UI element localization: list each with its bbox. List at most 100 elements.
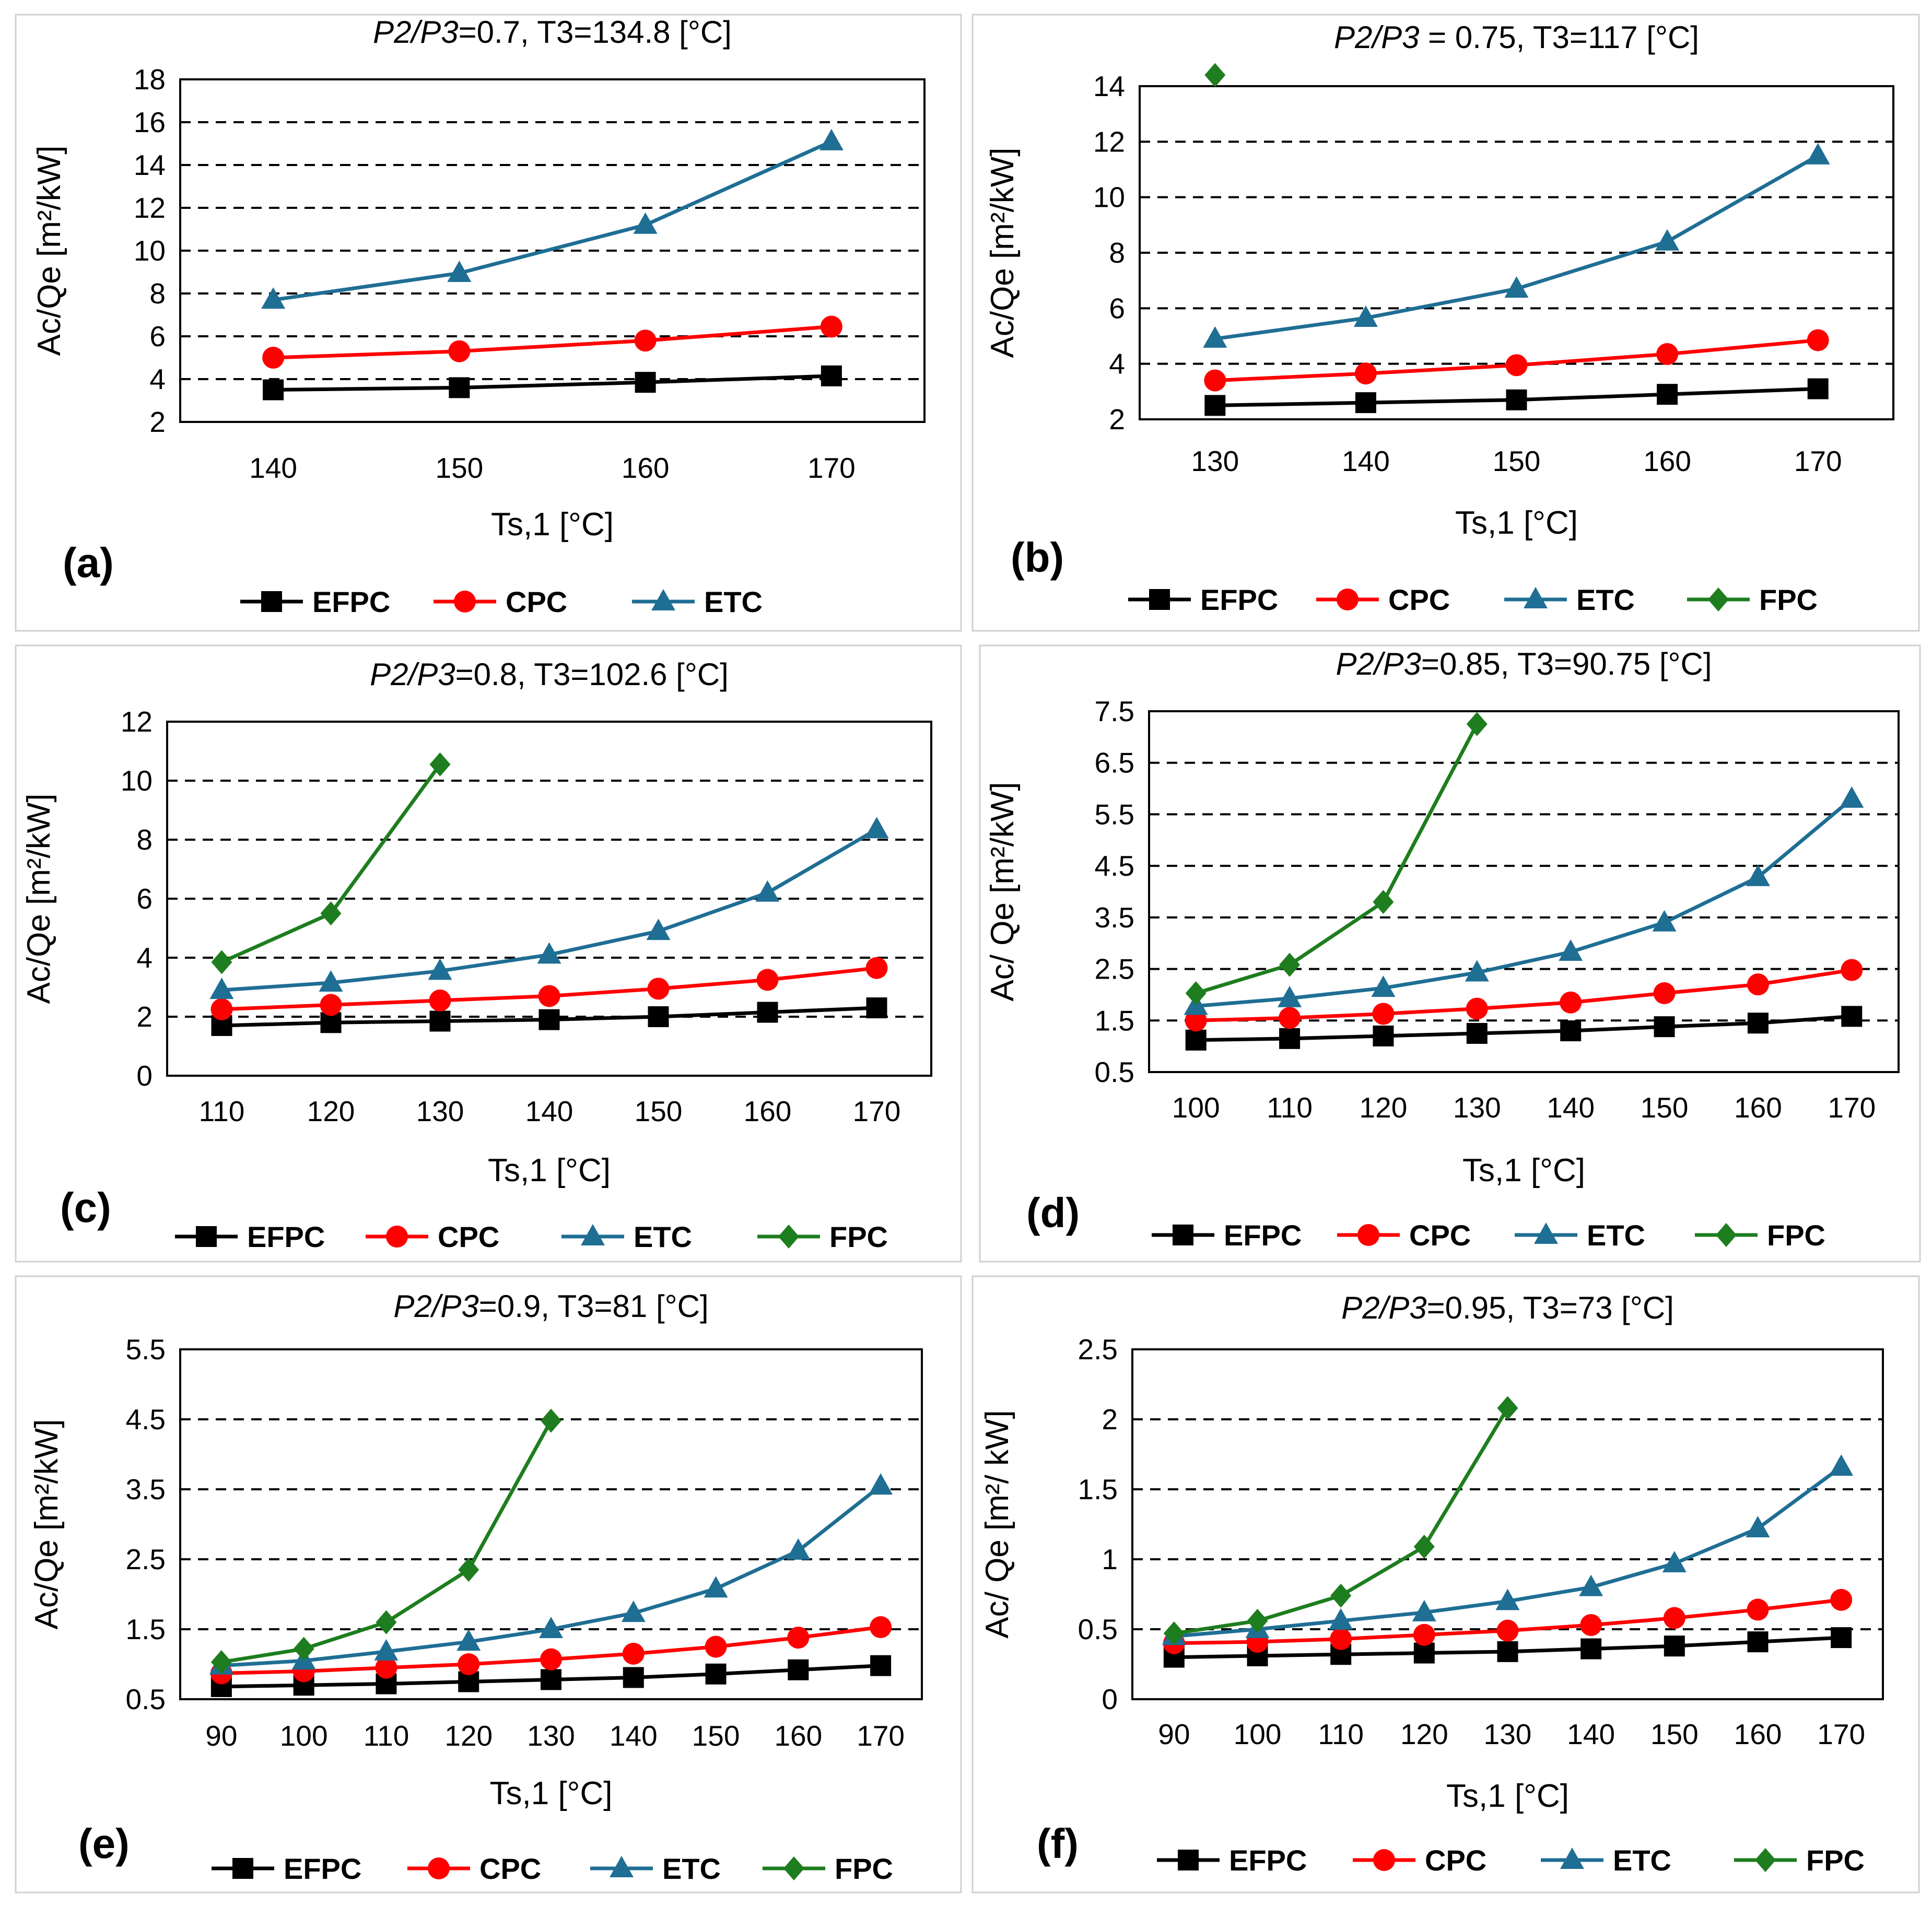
legend-label-fpc: FPC [1806, 1844, 1865, 1877]
legend-item-efpc: EFPC [1157, 1844, 1307, 1877]
legend-item-fpc: FPC [1695, 1219, 1825, 1252]
y-tick-label: 3.5 [1095, 901, 1134, 934]
y-tick-label: 2 [136, 1001, 153, 1033]
data-point-efpc [449, 377, 470, 398]
data-point-fpc [293, 1637, 314, 1661]
legend-item-cpc: CPC [1337, 1219, 1471, 1252]
data-point-etc [1652, 910, 1677, 932]
chart-title: P2/P3=0.85, T3=90.75 [°C] [1336, 646, 1712, 681]
legend-marker-fpc [783, 1856, 804, 1880]
y-tick-label: 4 [136, 942, 153, 974]
chart-title-ratio: P2/P3 [1336, 646, 1421, 681]
legend-item-efpc: EFPC [1152, 1219, 1302, 1252]
y-tick-label: 0.5 [1078, 1613, 1118, 1645]
legend-label-cpc: CPC [438, 1220, 499, 1253]
data-point-cpc [870, 1616, 892, 1638]
chart-title-values: =0.9, T3=81 [°C] [479, 1289, 709, 1324]
panel-label: (a) [63, 539, 114, 586]
legend-marker-efpc [1149, 589, 1170, 610]
x-tick-label: 110 [199, 1095, 245, 1127]
data-point-efpc [1560, 1020, 1582, 1042]
data-point-efpc [1841, 1006, 1863, 1027]
data-point-cpc [1653, 982, 1676, 1004]
data-point-efpc [1373, 1025, 1394, 1046]
legend-item-efpc: EFPC [212, 1852, 361, 1885]
chart-title-values: =0.7, T3=134.8 [°C] [459, 15, 732, 50]
data-point-etc [1465, 960, 1489, 982]
data-point-efpc [866, 997, 887, 1019]
x-tick-label: 110 [364, 1720, 409, 1752]
data-point-etc [1662, 1551, 1687, 1573]
y-tick-label: 10 [1093, 181, 1125, 214]
data-point-etc [786, 1538, 811, 1560]
chart-panel-4: 0.5 1.5 2.5 3.5 4.5 5.5 6.5 7.5 100 110 120 130 140 1… [979, 644, 1921, 1263]
data-point-fpc [1330, 1583, 1352, 1608]
data-point-etc [1495, 1589, 1520, 1610]
legend-item-etc: ETC [561, 1220, 692, 1253]
legend-marker-etc [651, 589, 675, 610]
legend-item-etc: ETC [1504, 583, 1635, 616]
y-tick-label: 18 [134, 63, 166, 96]
x-tick-label: 170 [1828, 1091, 1876, 1124]
y-tick-label: 5.5 [126, 1333, 166, 1366]
data-point-cpc [1413, 1623, 1435, 1646]
data-point-efpc [635, 372, 656, 393]
legend-label-fpc: FPC [829, 1220, 888, 1253]
data-point-etc [1559, 939, 1583, 961]
data-point-etc [633, 212, 658, 234]
data-point-etc [869, 1473, 893, 1495]
y-tick-label: 8 [149, 277, 166, 310]
legend-label-efpc: EFPC [247, 1220, 325, 1253]
y-tick-label: 4.5 [126, 1403, 166, 1436]
y-tick-label: 8 [1109, 237, 1125, 269]
data-point-cpc [210, 998, 233, 1020]
y-tick-label: 5.5 [1095, 798, 1134, 830]
data-point-cpc [1656, 343, 1679, 366]
legend-label-cpc: CPC [1425, 1844, 1486, 1877]
data-point-cpc [1807, 329, 1829, 351]
x-tick-label: 140 [249, 452, 297, 484]
chart-panel-5: 0.5 1.5 2.5 3.5 4.5 5.5 90 100 110 120 130 140 150 16… [15, 1275, 962, 1893]
data-point-efpc [263, 379, 284, 401]
data-point-efpc [1657, 384, 1678, 405]
data-point-etc [539, 1617, 563, 1638]
legend-marker-cpc [1373, 1849, 1395, 1871]
series-line-etc [1196, 797, 1853, 1008]
data-point-cpc [1663, 1607, 1685, 1629]
chart-title: P2/P3 = 0.75, T3=117 [°C] [1334, 20, 1699, 55]
legend-item-fpc: FPC [1734, 1844, 1865, 1877]
y-tick-label: 3.5 [126, 1473, 166, 1505]
x-tick-label: 150 [692, 1720, 740, 1752]
data-point-efpc [1807, 378, 1829, 399]
x-tick-label: 130 [527, 1720, 575, 1752]
data-point-cpc [647, 978, 670, 1000]
data-point-etc [819, 128, 844, 150]
y-tick-label: 14 [134, 149, 166, 181]
data-point-efpc [1413, 1642, 1435, 1664]
data-point-efpc [1185, 1029, 1207, 1051]
x-tick-label: 120 [1360, 1091, 1408, 1124]
legend-marker-etc [1534, 1222, 1558, 1244]
legend-item-fpc: FPC [757, 1220, 888, 1253]
legend-item-etc: ETC [1515, 1219, 1645, 1252]
x-tick-label: 170 [1817, 1718, 1865, 1750]
data-point-efpc [623, 1667, 644, 1688]
data-point-cpc [538, 985, 560, 1007]
data-point-efpc [1580, 1638, 1602, 1660]
legend-marker-fpc [1716, 1223, 1737, 1247]
chart-title-ratio: P2/P3 [1334, 20, 1419, 55]
panel-label: (d) [1026, 1190, 1080, 1236]
data-point-etc [456, 1629, 481, 1651]
data-point-efpc [821, 365, 842, 386]
data-point-cpc [540, 1648, 562, 1670]
x-tick-label: 90 [1158, 1718, 1190, 1750]
y-tick-label: 2 [149, 406, 166, 438]
data-point-cpc [1747, 973, 1769, 996]
chart-title-values: =0.8, T3=102.6 [°C] [455, 657, 729, 692]
series-line-etc [273, 139, 833, 302]
data-point-etc [209, 978, 234, 999]
data-point-fpc [210, 1650, 232, 1674]
x-tick-label: 100 [1172, 1091, 1220, 1124]
data-point-cpc [1466, 997, 1488, 1020]
x-tick-label: 140 [1342, 445, 1390, 477]
